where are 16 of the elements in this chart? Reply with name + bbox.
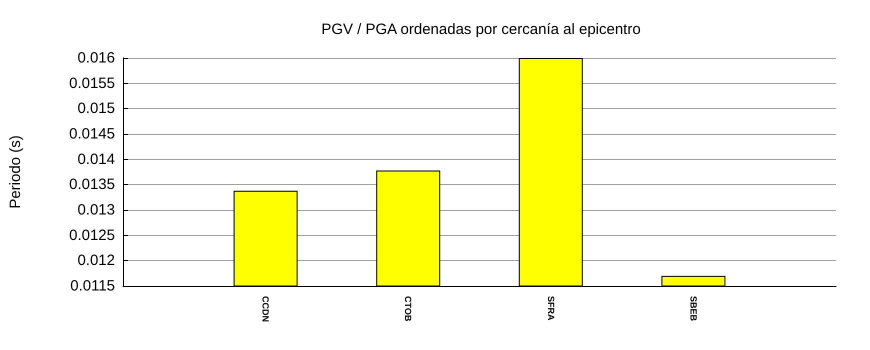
y-tick-label: 0.013 (77, 202, 115, 218)
y-tick-label: 0.016 (77, 50, 115, 66)
y-tick-label: 0.0115 (70, 278, 115, 294)
x-tick-label: CTOB (403, 296, 414, 322)
y-tick-label: 0.012 (77, 252, 115, 270)
y-tick-label: 0.014 (77, 150, 115, 168)
y-tick-label: 0.0155 (69, 74, 115, 92)
x-tick-label: SBEB (688, 296, 698, 322)
y-tick-label: 0.0125 (69, 226, 115, 244)
y-tick-label: 0.0145 (69, 126, 115, 142)
chart-title: PGV / PGA ordenadas por cercanía al epicentro (321, 21, 641, 38)
y-tick-label: 0.0135 (69, 176, 115, 194)
y-tick-label: 0.015 (77, 100, 115, 118)
x-tick-label: SFRA (546, 296, 556, 321)
x-tick-label: CCDN (260, 296, 271, 322)
y-axis-title: Periodo (s) (7, 135, 24, 209)
